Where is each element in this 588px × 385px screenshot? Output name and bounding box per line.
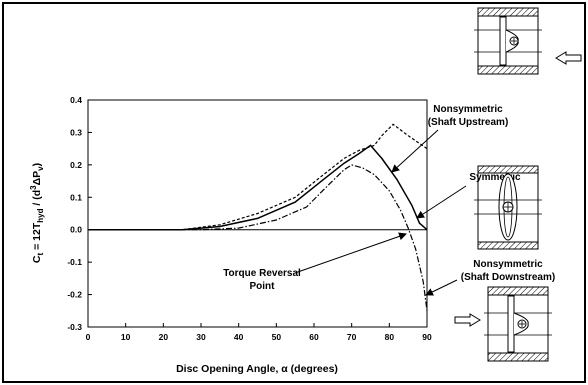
y-tick-label: 0.3 bbox=[70, 127, 82, 137]
svg-text:(Shaft Upstream): (Shaft Upstream) bbox=[428, 117, 509, 128]
annotation-shaft-upstream: Nonsymmetric (Shaft Upstream) bbox=[391, 104, 509, 173]
flow-arrow-left-icon bbox=[555, 51, 582, 65]
annotation-arrow bbox=[391, 129, 439, 173]
x-tick-label: 40 bbox=[234, 332, 244, 342]
svg-text:Nonsymmetric: Nonsymmetric bbox=[473, 259, 543, 270]
x-tick-label: 90 bbox=[422, 332, 432, 342]
svg-text:Symmetric: Symmetric bbox=[469, 172, 521, 183]
annotation-torque-reversal: Torque Reversal Point bbox=[223, 232, 407, 292]
annotation-arrow bbox=[425, 279, 458, 296]
y-ticks: 0.4 0.3 0.2 0.1 0.0 -0.1 -0.2 -0.3 bbox=[67, 95, 92, 332]
series-line-nonsymmetric-shaft-upstream bbox=[88, 123, 428, 231]
annotation-symmetric: Symmetric bbox=[416, 172, 521, 219]
x-ticks: 0 10 20 30 40 50 60 70 80 90 bbox=[86, 323, 432, 342]
y-tick-label: 0.4 bbox=[70, 95, 82, 105]
plot-area: 0 10 20 30 40 50 60 70 80 90 0.4 0.3 0.2 0.1 0.0 -0.1 -… bbox=[67, 95, 432, 342]
flow-arrow-right-icon bbox=[454, 313, 481, 327]
valve-diagram-symmetric bbox=[474, 165, 542, 250]
svg-text:Nonsymmetric: Nonsymmetric bbox=[433, 104, 503, 115]
x-tick-label: 10 bbox=[121, 332, 131, 342]
svg-text:(Shaft Downstream): (Shaft Downstream) bbox=[461, 272, 555, 283]
series-line-symmetric bbox=[88, 144, 428, 231]
valve-diagram-shaft-downstream bbox=[484, 286, 552, 362]
x-tick-label: 50 bbox=[272, 332, 282, 342]
x-axis-label: Disc Opening Angle, α (degrees) bbox=[176, 363, 338, 375]
y-axis-label: Ct = 12Thyd / (d3ΔPv) bbox=[29, 163, 45, 263]
x-tick-label: 60 bbox=[309, 332, 319, 342]
plot-frame bbox=[87, 99, 428, 328]
y-tick-label: -0.2 bbox=[67, 290, 82, 300]
x-tick-label: 80 bbox=[385, 332, 395, 342]
x-tick-label: 30 bbox=[196, 332, 206, 342]
valve-diagram-shaft-upstream bbox=[474, 7, 542, 75]
svg-text:Torque Reversal: Torque Reversal bbox=[223, 268, 301, 279]
x-tick-label: 20 bbox=[159, 332, 169, 342]
y-tick-label: 0.1 bbox=[70, 192, 82, 202]
y-tick-label: 0.0 bbox=[70, 225, 82, 235]
y-tick-label: 0.2 bbox=[70, 160, 82, 170]
x-tick-label: 0 bbox=[86, 332, 91, 342]
annotation-arrow bbox=[416, 185, 467, 219]
annotation-shaft-downstream: Nonsymmetric (Shaft Downstream) bbox=[425, 259, 555, 296]
annotation-arrow bbox=[294, 232, 407, 274]
y-tick-label: -0.1 bbox=[67, 257, 82, 267]
series-layer bbox=[88, 123, 428, 311]
y-tick-label: -0.3 bbox=[67, 322, 82, 332]
x-tick-label: 70 bbox=[347, 332, 357, 342]
svg-text:Point: Point bbox=[250, 281, 276, 292]
series-line-nonsymmetric-shaft-downstream bbox=[88, 164, 428, 311]
